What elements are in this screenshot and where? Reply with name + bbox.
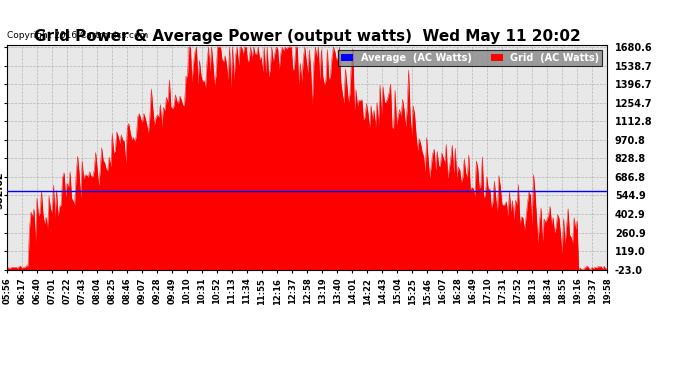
Text: Copyright 2016 Cartronics.com: Copyright 2016 Cartronics.com bbox=[7, 32, 148, 40]
Text: 582.62: 582.62 bbox=[0, 172, 4, 209]
Legend: Average  (AC Watts), Grid  (AC Watts): Average (AC Watts), Grid (AC Watts) bbox=[338, 50, 602, 66]
Title: Grid Power & Average Power (output watts)  Wed May 11 20:02: Grid Power & Average Power (output watts… bbox=[34, 29, 580, 44]
